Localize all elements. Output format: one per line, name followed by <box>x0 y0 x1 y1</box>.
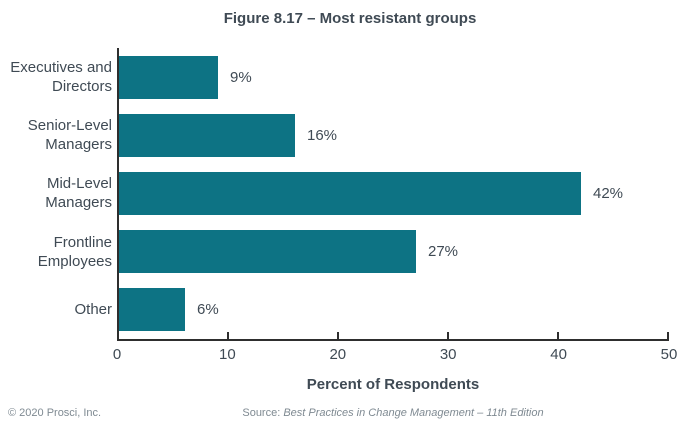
source-title: Best Practices in Change Management – 11… <box>283 407 544 419</box>
category-label: Senior-Level Managers <box>27 117 112 154</box>
footer-source: Source: Best Practices in Change Managem… <box>117 407 669 419</box>
value-label: 27% <box>428 243 459 261</box>
bar-row: Senior-Level Managers 16% <box>28 113 669 157</box>
value-label: 6% <box>197 301 219 319</box>
category-label: Other <box>74 301 112 319</box>
x-axis-title: Percent of Respondents <box>306 376 480 393</box>
x-axis-tick-label: 0 <box>112 346 122 363</box>
x-axis-tick-label: 10 <box>219 346 236 363</box>
data-bar <box>119 288 185 332</box>
x-axis-tick-label: 40 <box>550 346 567 363</box>
bar-row: Mid-Level Managers 42% <box>45 171 669 215</box>
x-axis-tick-label: 50 <box>660 346 678 363</box>
footer-copyright: © 2020 Prosci, Inc. <box>8 407 102 419</box>
category-label: Executives and Directors <box>10 59 112 96</box>
value-label: 42% <box>593 184 624 202</box>
chart-title: Figure 8.17 – Most resistant groups <box>223 10 477 27</box>
x-axis-tick <box>557 332 559 339</box>
x-axis-tick <box>227 332 229 339</box>
x-axis-tick <box>667 332 669 339</box>
plot-area: Executives and Directors 9% Senior-Level M… <box>10 48 669 341</box>
bar-row: Other 6% <box>74 288 669 332</box>
bar-rows: Executives and Directors 9% Senior-Level M… <box>10 48 669 339</box>
x-axis-tick <box>447 332 449 339</box>
data-bar <box>119 230 416 274</box>
x-axis-tick <box>337 332 339 339</box>
data-bar <box>119 55 218 99</box>
data-bar <box>119 171 581 215</box>
x-axis-tick-label: 20 <box>329 346 347 363</box>
x-axis-tick-label: 30 <box>439 346 457 363</box>
category-label: Mid-Level Managers <box>45 175 112 212</box>
source-prefix: Source: <box>242 407 284 419</box>
value-label: 16% <box>307 126 338 144</box>
data-bar <box>119 113 295 157</box>
bar-row: Executives and Directors 9% <box>10 55 669 99</box>
category-label: Frontline Employees <box>37 233 112 270</box>
bar-row: Frontline Employees 27% <box>38 230 669 274</box>
value-label: 9% <box>230 68 252 86</box>
